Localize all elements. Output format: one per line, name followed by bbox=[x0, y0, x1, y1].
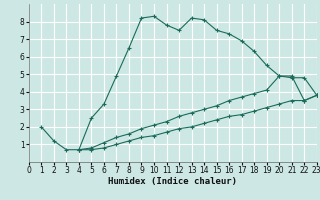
X-axis label: Humidex (Indice chaleur): Humidex (Indice chaleur) bbox=[108, 177, 237, 186]
